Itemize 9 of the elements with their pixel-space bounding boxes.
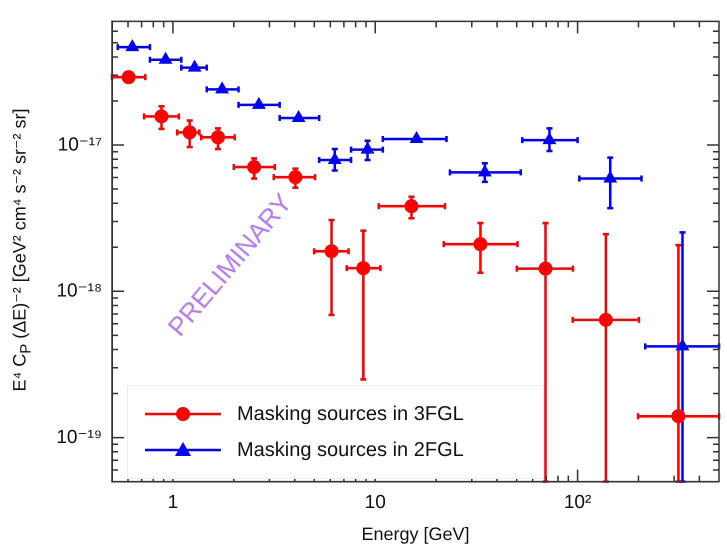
legend-label: Masking sources in 3FGL [237,402,464,426]
legend-label: Masking sources in 2FGL [237,438,464,462]
x-tick-label: 1 [168,492,178,514]
x-tick-label: 10 [364,492,386,514]
x-axis-title: Energy [GeV] [361,524,470,544]
y-tick-label: 10⁻¹⁷ [58,134,102,156]
y-tick-label: 10⁻¹⁹ [56,426,102,448]
x-tick-label: 10² [564,492,592,514]
y-tick-label: 10⁻¹⁸ [56,280,102,302]
